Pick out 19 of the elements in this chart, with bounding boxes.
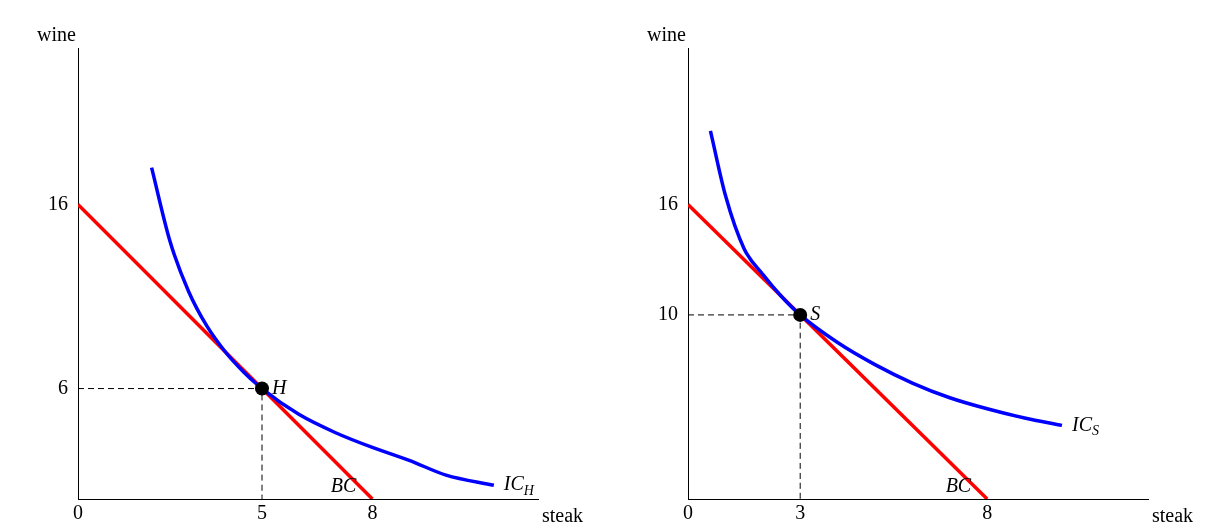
annotation: BC: [330, 474, 358, 497]
x-tick-label: 8: [982, 501, 993, 524]
x-axis-title: steak: [542, 504, 584, 527]
annotation: S: [810, 302, 821, 325]
x-tick-label: 0: [683, 501, 693, 524]
y-tick-label: 16: [658, 191, 678, 214]
x-tick-label: 3: [795, 501, 806, 524]
x-tick-label: 8: [367, 501, 378, 524]
x-tick-label: 5: [257, 501, 267, 524]
x-axis-title: steak: [1152, 504, 1194, 527]
y-axis-title: wine: [37, 23, 77, 46]
y-tick-label: 6: [58, 375, 68, 398]
annotation: BC: [945, 474, 972, 497]
y-axis-title: wine: [647, 23, 687, 46]
x-tick-label: 0: [73, 501, 83, 524]
line-series: [708, 129, 1064, 428]
y-tick-label: 10: [658, 302, 678, 325]
y-tick-label: 16: [48, 191, 68, 214]
annotation: H: [271, 375, 288, 398]
